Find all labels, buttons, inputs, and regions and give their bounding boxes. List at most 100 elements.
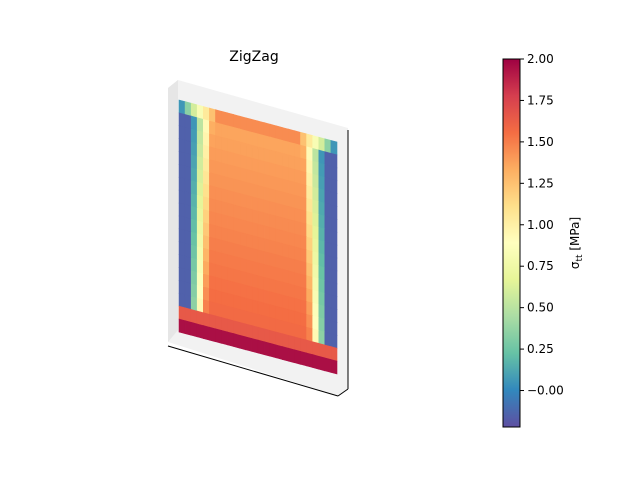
heatmap-cell xyxy=(239,206,247,222)
heatmap-cells xyxy=(178,99,338,375)
heatmap-cell xyxy=(269,317,277,333)
heatmap-cell xyxy=(178,267,186,283)
heatmap-cell xyxy=(330,230,338,246)
heatmap-cell xyxy=(245,194,253,210)
heatmap-cell xyxy=(330,178,338,194)
heatmap-cell xyxy=(227,151,234,167)
heatmap-cell xyxy=(215,212,222,228)
heatmap-cell xyxy=(281,217,289,233)
heatmap-cell xyxy=(178,215,186,231)
heatmap-cell xyxy=(245,207,253,223)
heatmap-cell xyxy=(257,223,265,239)
heatmap-cell xyxy=(318,265,326,281)
heatmap-cell xyxy=(221,110,228,127)
heatmap-cell xyxy=(324,228,332,244)
heatmap-cell xyxy=(233,320,241,336)
heatmap-cell xyxy=(318,227,326,243)
heatmap-cell xyxy=(306,275,314,291)
heatmap-cell xyxy=(239,180,247,196)
heatmap-cell xyxy=(233,230,241,246)
heatmap-cell xyxy=(227,138,234,154)
heatmap-cell xyxy=(239,296,247,312)
heatmap-cell xyxy=(227,267,234,283)
heatmap-cell xyxy=(300,325,307,341)
heatmap-cell xyxy=(300,209,307,225)
heatmap-cell xyxy=(209,210,216,227)
heatmap-cell xyxy=(275,241,283,257)
colorbar-tick-label: 0.50 xyxy=(527,301,554,315)
heatmap-cell xyxy=(221,188,228,204)
heatmap-cell xyxy=(312,160,320,177)
heatmap-cell xyxy=(300,144,307,161)
heatmap-cell xyxy=(251,325,259,341)
heatmap-cell xyxy=(318,188,326,204)
heatmap-cell xyxy=(269,201,277,217)
heatmap-cell xyxy=(209,197,216,214)
heatmap-cell xyxy=(239,115,247,132)
heatmap-cell xyxy=(306,314,314,330)
heatmap-cell xyxy=(209,120,216,136)
heatmap-cell xyxy=(251,157,259,173)
heatmap-cell xyxy=(178,151,186,167)
heatmap-cell xyxy=(209,223,216,239)
heatmap-cell xyxy=(269,252,277,268)
heatmap-cell xyxy=(233,268,241,285)
heatmap-cell xyxy=(318,291,326,307)
axis-line-right xyxy=(337,388,349,397)
heatmap-cell xyxy=(281,178,289,194)
heatmap-cell xyxy=(269,162,277,178)
heatmap-cell xyxy=(275,215,283,231)
heatmap-cell xyxy=(275,151,283,167)
heatmap-cell xyxy=(257,275,265,291)
heatmap-cell xyxy=(257,197,265,214)
heatmap-cell xyxy=(196,168,204,185)
heatmap-cell xyxy=(306,172,314,188)
heatmap-cell xyxy=(184,230,192,246)
heatmap-cell xyxy=(215,135,222,151)
heatmap-cell xyxy=(312,289,320,306)
heatmap-cell xyxy=(196,284,204,301)
heatmap-cell xyxy=(245,233,253,249)
heatmap-cell xyxy=(245,310,253,326)
heatmap-cell xyxy=(288,322,295,338)
heatmap-cell xyxy=(263,238,271,254)
heatmap-cell xyxy=(239,154,247,170)
heatmap-cell xyxy=(263,341,271,357)
heatmap-cell xyxy=(294,336,301,352)
heatmap-cell xyxy=(178,176,186,193)
heatmap-cell xyxy=(184,127,192,143)
colorbar-tick-label: 1.25 xyxy=(527,176,554,190)
heatmap-cell xyxy=(215,160,222,177)
heatmap-cell xyxy=(196,194,204,210)
heatmap-cell xyxy=(239,244,247,260)
heatmap-cell xyxy=(203,183,210,199)
heatmap-cell xyxy=(203,247,210,264)
heatmap-cell xyxy=(281,152,289,169)
heatmap-cell xyxy=(190,205,198,222)
heatmap-cell xyxy=(288,347,295,364)
heatmap-cell xyxy=(184,101,192,117)
heatmap-cell xyxy=(294,285,301,301)
heatmap-cell xyxy=(312,251,320,267)
heatmap-cell xyxy=(178,202,186,218)
heatmap-cell xyxy=(209,262,216,278)
heatmap-cell xyxy=(318,201,326,217)
heatmap-cell xyxy=(294,207,301,223)
heatmap-cell xyxy=(227,293,234,309)
heatmap-cell xyxy=(215,251,222,267)
colorbar-tick-label: 0.75 xyxy=(527,259,554,273)
heatmap-cell xyxy=(330,191,338,207)
heatmap-cell xyxy=(275,267,283,283)
heatmap-cell xyxy=(184,191,192,207)
heatmap-cell xyxy=(300,196,307,212)
heatmap-cell xyxy=(239,141,247,157)
heatmap-cell xyxy=(184,217,192,233)
colorbar-label-symbol: σ xyxy=(568,261,582,269)
heatmap-cell xyxy=(324,318,332,335)
heatmap-cell xyxy=(215,173,222,189)
heatmap-cell xyxy=(281,230,289,246)
heatmap-cell xyxy=(294,130,301,146)
heatmap-cell xyxy=(318,317,326,333)
heatmap-cell xyxy=(324,254,332,270)
heatmap-cell xyxy=(209,133,216,149)
